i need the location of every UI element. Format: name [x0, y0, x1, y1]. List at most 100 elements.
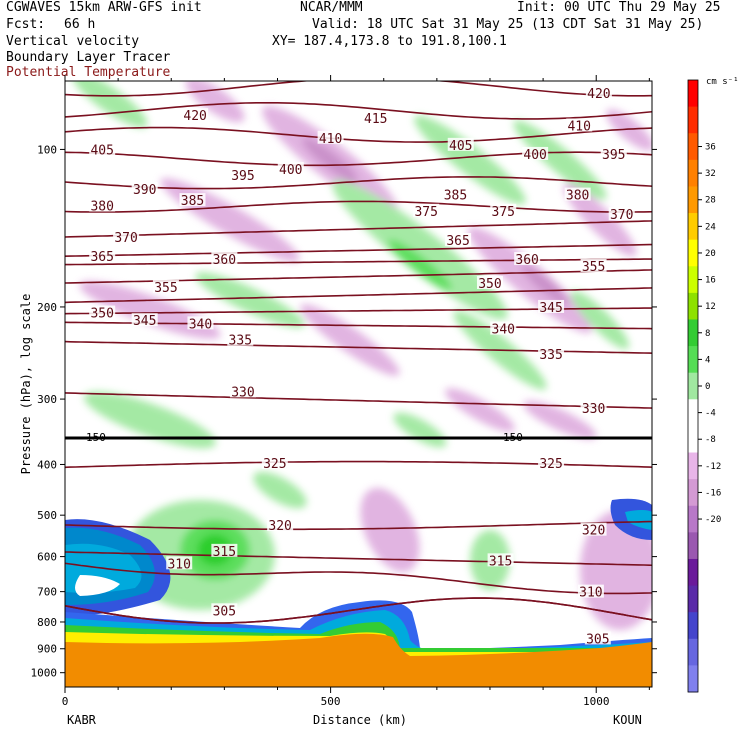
- y-tick-label: 700: [37, 586, 57, 599]
- theta-label: 370: [610, 208, 633, 223]
- theta-label-bg: [538, 455, 565, 469]
- theta-label: 405: [90, 143, 113, 158]
- theta-label: 400: [523, 148, 546, 163]
- theta-contour: [65, 597, 652, 624]
- theta-label: 400: [279, 163, 302, 178]
- init-time: Init: 00 UTC Thu 29 May 25: [517, 0, 721, 15]
- theta-label-bg: [166, 556, 193, 570]
- theta-label: 375: [492, 205, 515, 220]
- colorbar-swatch: [688, 346, 698, 374]
- theta-label-bg: [211, 252, 238, 266]
- theta-label-bg: [566, 118, 593, 132]
- colorbar-unit: cm s⁻¹: [706, 77, 739, 87]
- theta-label-bg: [182, 108, 209, 122]
- theta-label: 420: [183, 109, 206, 124]
- theta-label-bg: [522, 146, 549, 160]
- theta-label: 410: [567, 119, 590, 134]
- theta-label: 335: [229, 334, 252, 349]
- colorbar-swatch: [688, 239, 698, 267]
- theta-label-bg: [229, 168, 256, 182]
- theta-label-bg: [585, 85, 612, 99]
- theta-label: 360: [213, 253, 236, 268]
- colorbar-swatch: [688, 558, 698, 587]
- theta-label: 315: [489, 554, 512, 569]
- colorbar-swatch: [688, 319, 698, 347]
- y-tick-label: 900: [37, 643, 57, 656]
- theta-label-bg: [608, 207, 635, 221]
- theta-contour: [65, 81, 652, 97]
- station-right-label: KOUN: [613, 713, 642, 727]
- theta-label: 350: [90, 307, 113, 322]
- y-axis-label: Pressure (hPa), log scale: [19, 294, 33, 475]
- potential-temperature-labels: 420 410 415 420 405 395 400 405 400 410 395 380 390 3…: [89, 85, 635, 647]
- theta-label-bg: [89, 305, 116, 319]
- theta-label-bg: [89, 142, 116, 156]
- theta-contour: [65, 258, 652, 266]
- theta-contour: [65, 3, 655, 28]
- theta-label-bg: [580, 258, 607, 272]
- y-tick-label: 800: [37, 616, 57, 629]
- colorbar-swatch: [688, 532, 698, 560]
- theta-label: 365: [90, 250, 113, 265]
- colorbar-tick-label: 36: [705, 143, 716, 153]
- forecast-label: Fcst:: [6, 17, 46, 32]
- colorbar-swatch: [688, 612, 698, 640]
- theta-contour: [65, 151, 652, 167]
- colorbar-swatch: [688, 505, 698, 533]
- theta-label-bg: [584, 631, 611, 645]
- x-tick-label: 0: [62, 695, 69, 708]
- colorbar-tick-label: 8: [705, 329, 710, 339]
- theta-label-bg: [413, 203, 440, 217]
- theta-label-bg: [277, 162, 304, 176]
- theta-label: 410: [319, 132, 342, 147]
- theta-label: 380: [90, 200, 113, 215]
- plot-frame: [64, 80, 653, 688]
- colorbar-tick-label: -12: [705, 462, 721, 472]
- y-tick-label: 1000: [31, 667, 58, 680]
- tropopause-label-left: 150: [86, 431, 106, 444]
- colorbar-tick-label: -20: [705, 515, 721, 525]
- theta-label: 305: [213, 604, 236, 619]
- vertical-velocity-field: [65, 81, 652, 687]
- valid-time: Valid: 18 UTC Sat 31 May 25 (13 CDT Sat …: [312, 17, 704, 32]
- theta-label-bg: [131, 313, 158, 327]
- theta-label: 310: [579, 586, 602, 601]
- theta-label: 395: [602, 148, 625, 163]
- colorbar-swatch: [688, 292, 698, 320]
- theta-label: 345: [133, 314, 156, 329]
- theta-label-bg: [267, 517, 294, 531]
- org-label: NCAR/MMM: [300, 0, 363, 15]
- colorbar-tick-label: 12: [705, 302, 716, 312]
- theta-label-bg: [447, 137, 474, 151]
- theta-label-bg: [211, 543, 238, 557]
- theta-label-bg: [476, 276, 503, 290]
- colorbar-tick-label: 16: [705, 276, 716, 286]
- theta-label-bg: [490, 203, 517, 217]
- theta-label-bg: [229, 384, 256, 398]
- theta-label-bg: [362, 110, 389, 124]
- theta-label-bg: [514, 252, 541, 266]
- theta-contour: [65, 0, 655, 5]
- theta-label-bg: [89, 198, 116, 212]
- forecast-hours: 66 h: [64, 17, 96, 32]
- theta-label: 340: [492, 323, 515, 338]
- theta-label: 380: [566, 189, 589, 204]
- theta-label: 355: [582, 260, 605, 275]
- theta-label: 320: [268, 519, 291, 534]
- theta-label-bg: [600, 146, 627, 160]
- theta-contour: [65, 287, 652, 304]
- cross-section-endpoints: XY= 187.4,173.8 to 191.8,100.1: [272, 34, 507, 49]
- theta-label-bg: [538, 346, 565, 360]
- theta-label-bg: [89, 249, 116, 263]
- theta-contour: [65, 321, 652, 330]
- x-axis: 0 500 1000: [62, 75, 650, 708]
- theta-contour: [65, 28, 655, 50]
- theta-contour: [65, 520, 652, 531]
- colorbar-tick-label: 4: [705, 355, 710, 365]
- theta-label: 320: [582, 524, 605, 539]
- field-potential-temperature: Potential Temperature: [6, 65, 171, 80]
- theta-label: 395: [231, 169, 254, 184]
- theta-label: 330: [231, 385, 254, 400]
- theta-label: 330: [582, 402, 605, 417]
